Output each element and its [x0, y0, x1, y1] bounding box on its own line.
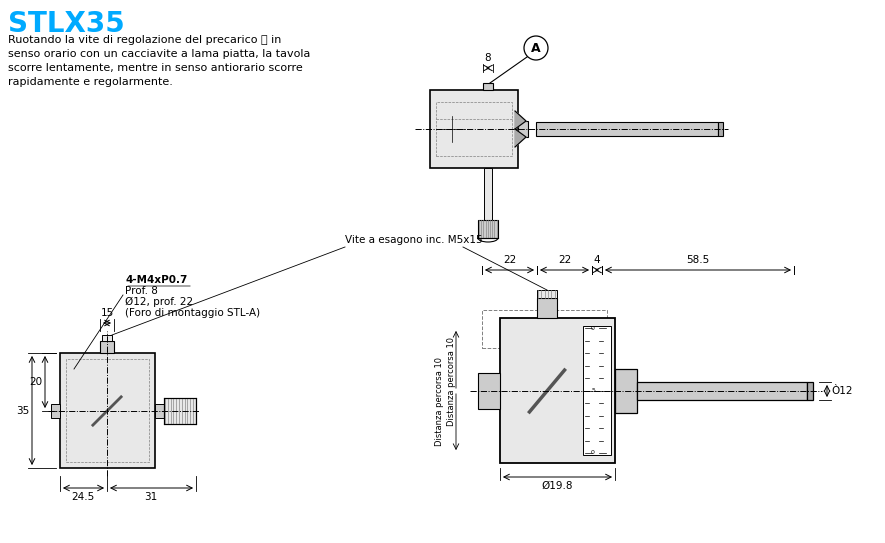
- Circle shape: [72, 367, 76, 371]
- Bar: [100, 341, 114, 353]
- Circle shape: [139, 367, 143, 371]
- Text: 15: 15: [100, 308, 113, 318]
- Circle shape: [136, 364, 146, 374]
- Text: 24.5: 24.5: [72, 492, 95, 502]
- Text: STLX35: STLX35: [8, 10, 125, 38]
- Circle shape: [69, 447, 79, 457]
- Text: Ø19.8: Ø19.8: [542, 481, 573, 491]
- Bar: [615, 369, 637, 413]
- Bar: [478, 220, 498, 238]
- Text: 35: 35: [16, 406, 29, 416]
- Text: 4: 4: [594, 255, 600, 265]
- Bar: [51, 404, 60, 418]
- Bar: [500, 318, 615, 463]
- Circle shape: [72, 450, 76, 454]
- Text: A: A: [531, 41, 541, 54]
- Bar: [537, 298, 557, 318]
- Bar: [518, 121, 528, 137]
- Bar: [583, 326, 611, 455]
- Circle shape: [139, 450, 143, 454]
- Circle shape: [136, 447, 146, 457]
- Circle shape: [505, 349, 589, 433]
- Polygon shape: [515, 129, 526, 147]
- Circle shape: [439, 116, 465, 142]
- Text: 22: 22: [558, 255, 571, 265]
- Text: Distanza percorsa 10: Distanza percorsa 10: [448, 337, 457, 426]
- Text: 4-M4xP0.7: 4-M4xP0.7: [125, 275, 188, 285]
- Circle shape: [69, 364, 79, 374]
- Text: scorre lentamente, mentre in senso antiorario scorre: scorre lentamente, mentre in senso antio…: [8, 63, 303, 73]
- Bar: [436, 102, 512, 156]
- Bar: [807, 382, 813, 400]
- Circle shape: [524, 36, 548, 60]
- Bar: [478, 373, 500, 409]
- Bar: [484, 168, 492, 220]
- Text: 20: 20: [29, 377, 42, 387]
- Bar: [164, 398, 196, 424]
- Text: Ø12, prof. 22: Ø12, prof. 22: [125, 297, 193, 307]
- Bar: [537, 290, 557, 298]
- Text: 8: 8: [485, 53, 491, 63]
- Text: 31: 31: [144, 492, 158, 502]
- Bar: [430, 90, 518, 168]
- Text: Vite a esagono inc. M5x15: Vite a esagono inc. M5x15: [345, 235, 482, 245]
- Text: rapidamente e regolarmente.: rapidamente e regolarmente.: [8, 77, 173, 87]
- Bar: [482, 310, 607, 348]
- Bar: [536, 122, 718, 136]
- Text: senso orario con un cacciavite a lama piatta, la tavola: senso orario con un cacciavite a lama pi…: [8, 49, 311, 59]
- Bar: [637, 382, 807, 400]
- Text: (Foro di montaggio STL-A): (Foro di montaggio STL-A): [125, 308, 260, 318]
- Bar: [483, 83, 493, 90]
- Text: 0: 0: [591, 325, 595, 331]
- Bar: [155, 404, 164, 418]
- Circle shape: [87, 391, 127, 431]
- Text: 5: 5: [591, 388, 595, 393]
- Bar: [102, 335, 112, 341]
- Text: Prof. 8: Prof. 8: [125, 286, 158, 296]
- Text: Distanza percorsa 10: Distanza percorsa 10: [435, 357, 444, 445]
- Text: 22: 22: [503, 255, 516, 265]
- Bar: [718, 122, 723, 136]
- Text: Ò12: Ò12: [831, 386, 852, 396]
- Text: 0: 0: [591, 451, 595, 456]
- Text: 58.5: 58.5: [687, 255, 710, 265]
- Bar: [60, 353, 155, 468]
- Bar: [66, 359, 149, 462]
- Polygon shape: [515, 111, 526, 129]
- Text: Ruotando la vite di regolazione del precarico Ⓐ in: Ruotando la vite di regolazione del prec…: [8, 35, 281, 45]
